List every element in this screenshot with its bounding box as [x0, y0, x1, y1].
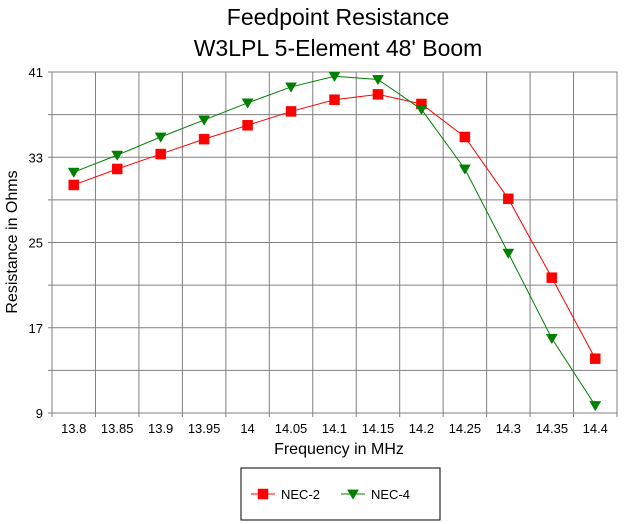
chart-title: Feedpoint Resistance [227, 4, 449, 30]
point-nec-2 [68, 179, 79, 191]
point-nec-4 [545, 334, 558, 345]
y-tick-label: 17 [29, 321, 43, 336]
point-nec-4 [67, 167, 80, 178]
point-nec-4 [372, 75, 384, 86]
point-nec-4 [502, 248, 515, 259]
y-axis: 9 17 25 33 41 [29, 65, 52, 421]
x-tick-label: 13.85 [101, 421, 134, 436]
point-nec-2 [459, 131, 471, 143]
legend-swatch-marker [347, 489, 359, 500]
y-tick-label: 25 [29, 236, 43, 251]
point-nec-2 [155, 148, 166, 160]
point-nec-2 [329, 94, 340, 105]
legend-item-nec-2: NEC-2 [251, 487, 320, 502]
y-tick-label: 41 [29, 65, 43, 80]
point-nec-2 [590, 353, 601, 364]
legend-item-nec-4: NEC-4 [341, 487, 410, 502]
point-nec-2 [198, 133, 210, 145]
x-tick-label: 14.2 [409, 421, 434, 436]
point-nec-4 [589, 401, 602, 412]
legend-label: NEC-2 [281, 487, 320, 502]
legend: NEC-2 NEC-4 [240, 467, 441, 521]
x-tick-label: 14 [240, 421, 254, 436]
point-nec-4 [154, 132, 167, 143]
y-tick-label: 9 [36, 406, 43, 421]
legend-label: NEC-4 [371, 487, 410, 502]
y-axis-label: Resistance in Ohms [4, 170, 21, 313]
point-nec-2 [503, 193, 514, 205]
x-axis-label: Frequency in MHz [274, 441, 404, 458]
x-tick-label: 13.8 [61, 421, 86, 436]
legend-swatch-marker [257, 488, 269, 500]
series-nec-2 [68, 89, 601, 364]
point-nec-2 [372, 89, 384, 100]
point-nec-4 [198, 115, 211, 126]
point-nec-4 [328, 71, 341, 82]
x-axis: 13.8 13.85 13.9 13.95 14 14.05 14.1 14.15 14.2 14… [51, 413, 618, 436]
series-layer [67, 71, 602, 412]
point-nec-4 [458, 164, 471, 175]
x-tick-label: 14.4 [583, 421, 608, 436]
x-tick-label: 14.05 [275, 421, 308, 436]
point-nec-4 [285, 82, 297, 93]
chart-subtitle: W3LPL 5-Element 48' Boom [194, 35, 483, 61]
x-tick-label: 14.25 [449, 421, 482, 436]
point-nec-4 [241, 98, 254, 109]
point-nec-2 [111, 163, 123, 175]
y-tick-label: 33 [29, 150, 43, 165]
x-tick-label: 13.9 [148, 421, 173, 436]
series-nec-4 [67, 71, 602, 412]
x-tick-label: 13.95 [188, 421, 221, 436]
point-nec-2 [285, 106, 297, 117]
x-tick-label: 14.35 [536, 421, 569, 436]
point-nec-4 [111, 150, 124, 161]
x-tick-label: 14.1 [322, 421, 347, 436]
point-nec-2 [242, 120, 253, 131]
x-tick-label: 14.15 [362, 421, 395, 436]
point-nec-4 [415, 104, 428, 116]
point-nec-2 [546, 272, 558, 283]
x-tick-label: 14.3 [496, 421, 521, 436]
